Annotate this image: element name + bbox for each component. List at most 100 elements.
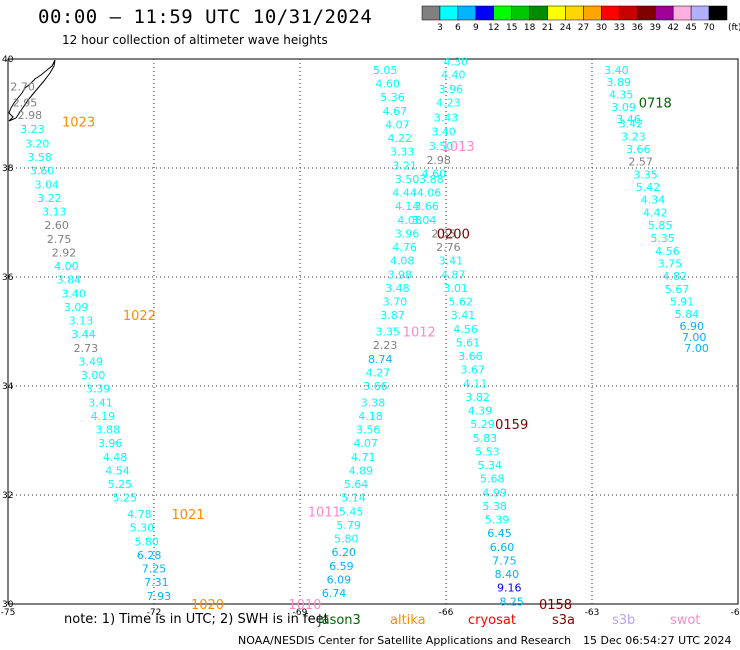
x-tick-label: -69 bbox=[293, 608, 308, 618]
colorbar-label: 21 bbox=[542, 23, 553, 33]
swh-value-label: 5.34 bbox=[478, 459, 503, 472]
swh-value-label: 7.00 bbox=[682, 331, 707, 344]
swh-value-label: 4.87 bbox=[441, 268, 466, 281]
swh-value-label: 5.64 bbox=[344, 478, 369, 491]
colorbar-swatch bbox=[439, 5, 459, 21]
swh-value-label: 4.56 bbox=[655, 245, 680, 258]
swh-value-label: 4.14 bbox=[395, 200, 420, 213]
swh-value-label: 4.08 bbox=[397, 214, 422, 227]
colorbar-swatch bbox=[637, 5, 656, 21]
swh-value-label: 2.98 bbox=[18, 109, 43, 122]
swh-value-label: 5.29 bbox=[470, 418, 495, 431]
legend-swot: swot bbox=[670, 613, 701, 628]
swh-value-label: 3.84 bbox=[57, 274, 82, 287]
y-tick-label: 38 bbox=[2, 164, 14, 174]
x-tick-label: -66 bbox=[439, 608, 454, 618]
swh-value-label: 3.40 bbox=[61, 287, 86, 300]
swh-value-label: 3.56 bbox=[356, 424, 381, 437]
swh-value-label: 3.20 bbox=[25, 137, 50, 150]
swh-value-label: 4.19 bbox=[91, 410, 116, 423]
swh-value-label: 5.14 bbox=[341, 492, 366, 505]
colorbar-swatch bbox=[457, 5, 477, 21]
swh-value-label: 5.45 bbox=[339, 505, 364, 518]
legend-s3b: s3b bbox=[612, 613, 636, 628]
swh-value-label: 5.36 bbox=[380, 91, 405, 104]
swh-value-label: 8.25 bbox=[499, 595, 524, 608]
swh-value-label: 4.44 bbox=[392, 187, 417, 200]
colorbar-label: 30 bbox=[596, 23, 608, 33]
swh-value-label: 4.34 bbox=[641, 194, 666, 207]
swh-value-label: 9.16 bbox=[497, 582, 522, 595]
swh-value-label: 4.08 bbox=[390, 255, 415, 268]
colorbar-label: 12 bbox=[488, 23, 499, 33]
swh-value-label: 3.96 bbox=[98, 437, 123, 450]
colorbar-swatch bbox=[475, 5, 495, 21]
swh-value-label: 2.73 bbox=[74, 342, 99, 355]
swh-value-label: 4.07 bbox=[353, 437, 378, 450]
colorbar-swatch bbox=[547, 5, 566, 21]
swh-value-label: 3.67 bbox=[461, 364, 486, 377]
swh-value-label: 3.35 bbox=[375, 326, 400, 339]
colorbar-swatch bbox=[421, 5, 441, 21]
swh-value-label: 4.18 bbox=[358, 410, 383, 423]
swh-value-label: 4.48 bbox=[103, 451, 128, 464]
y-tick-label: 36 bbox=[2, 273, 14, 283]
swh-value-label: 3.58 bbox=[27, 151, 52, 164]
swh-value-label: 4.06 bbox=[417, 187, 442, 200]
swh-value-label: 5.80 bbox=[334, 533, 359, 546]
swh-value-label: 4.89 bbox=[349, 464, 374, 477]
swh-value-label: 5.53 bbox=[475, 445, 500, 458]
swh-value-label: 3.00 bbox=[81, 369, 106, 382]
swh-value-label: 3.13 bbox=[69, 315, 94, 328]
units-note: note: 1) Time is in UTC; 2) SWH is in fe… bbox=[64, 612, 329, 627]
swh-value-label: 3.40 bbox=[431, 125, 456, 138]
swh-value-label: 3.09 bbox=[611, 101, 636, 114]
swh-value-label: 3.44 bbox=[71, 328, 96, 341]
colorbar-label: 6 bbox=[455, 23, 461, 33]
legend-cryosat: cryosat bbox=[468, 613, 516, 628]
swh-value-label: 3.96 bbox=[439, 83, 464, 96]
swh-value-label: 5.85 bbox=[648, 219, 673, 232]
swh-value-label: 3.48 bbox=[385, 282, 410, 295]
colorbar-label: 45 bbox=[685, 23, 696, 33]
pass-id-label: 0200 bbox=[437, 227, 470, 242]
swh-value-label: 2.92 bbox=[52, 246, 77, 259]
swh-value-label: 4.11 bbox=[463, 377, 488, 390]
legend-s3a: s3a bbox=[552, 613, 576, 628]
colorbar-label: 36 bbox=[632, 23, 644, 33]
swh-value-label: 8.40 bbox=[495, 568, 520, 581]
colorbar-swatch bbox=[493, 5, 512, 21]
swh-value-label: 2.75 bbox=[47, 233, 72, 246]
swh-value-label: 7.75 bbox=[492, 554, 517, 567]
swh-value-label: 3.88 bbox=[419, 173, 444, 186]
colorbar-swatch bbox=[654, 5, 674, 21]
credit-line: NOAA/NESDIS Center for Satellite Applica… bbox=[238, 634, 572, 647]
swh-value-label: 3.66 bbox=[458, 350, 483, 363]
swh-value-label: 3.82 bbox=[465, 391, 490, 404]
swh-value-label: 4.67 bbox=[383, 105, 408, 118]
swh-value-label: 3.01 bbox=[443, 282, 468, 295]
swh-value-label: 3.39 bbox=[86, 383, 111, 396]
swh-value-label: 3.89 bbox=[607, 76, 632, 89]
swh-value-label: 4.23 bbox=[436, 97, 461, 110]
swh-value-label: 3.21 bbox=[392, 159, 417, 172]
swh-value-label: 3.04 bbox=[35, 178, 60, 191]
swh-value-label: 2.60 bbox=[44, 219, 69, 232]
swh-value-label: 2.70 bbox=[10, 80, 35, 93]
swh-value-label: 2.23 bbox=[373, 339, 398, 352]
colorbar-swatch bbox=[708, 5, 728, 21]
x-tick-label: -60 bbox=[731, 608, 740, 618]
swh-value-label: 6.28 bbox=[137, 549, 162, 562]
swh-value-label: 5.80 bbox=[134, 535, 159, 548]
pass-id-label: 1012 bbox=[403, 326, 436, 341]
swh-value-label: 3.96 bbox=[395, 227, 420, 240]
swh-value-label: 2.57 bbox=[628, 155, 653, 168]
y-tick-label: 40 bbox=[2, 55, 14, 65]
swh-value-label: 7.25 bbox=[142, 563, 167, 576]
swh-value-label: 5.79 bbox=[336, 519, 361, 532]
swh-value-label: 4.00 bbox=[54, 260, 79, 273]
swh-value-label: 3.66 bbox=[414, 200, 439, 213]
swh-value-label: 3.13 bbox=[42, 206, 67, 219]
colorbar-swatch bbox=[672, 5, 692, 21]
pass-id-label: 0158 bbox=[539, 598, 572, 613]
